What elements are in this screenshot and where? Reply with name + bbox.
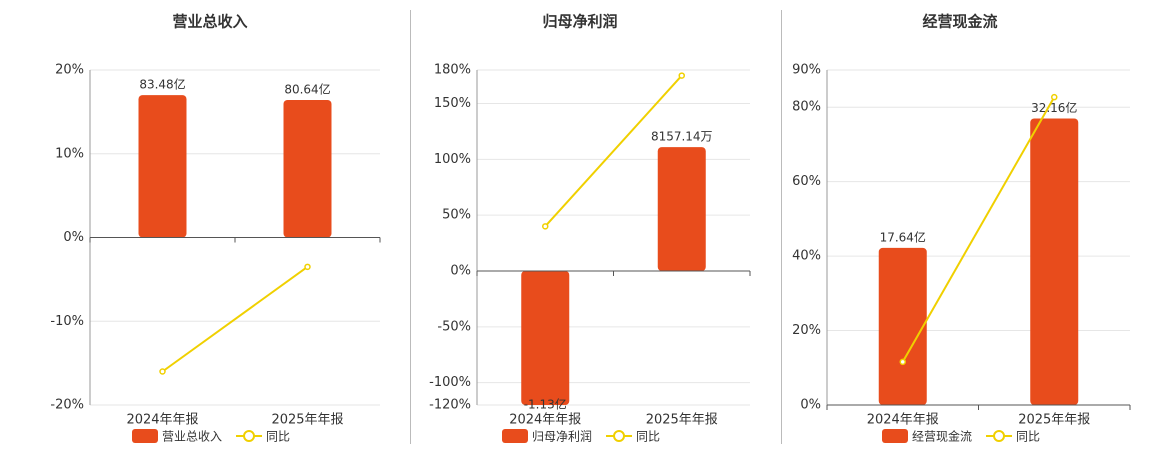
- legend-swatch: [882, 429, 908, 443]
- y-tick-label: 100%: [434, 152, 471, 167]
- x-tick-label: 2025年年报: [271, 413, 343, 428]
- value-label: 83.48亿: [139, 77, 185, 92]
- y-tick-label: -100%: [429, 375, 471, 390]
- x-tick-label: 2025年年报: [1018, 413, 1090, 428]
- y-tick-label: 50%: [442, 208, 471, 223]
- legend-label: 同比: [636, 430, 660, 444]
- y-tick-label: -20%: [50, 398, 84, 413]
- chart-title: 经营现金流: [922, 13, 997, 31]
- y-tick-label: -50%: [437, 319, 471, 334]
- line-point: [1051, 93, 1058, 101]
- legend-swatch: [132, 429, 158, 443]
- y-tick-label: 0%: [450, 264, 471, 279]
- y-tick-label: 20%: [55, 63, 84, 78]
- y-tick-label: 180%: [434, 63, 471, 78]
- legend-label: 经营现金流: [912, 429, 972, 444]
- y-tick-label: 90%: [792, 63, 821, 78]
- bar: [283, 99, 332, 238]
- value-label: 8157.14万: [651, 130, 713, 144]
- value-label: 17.64亿: [880, 229, 926, 244]
- line: [544, 74, 683, 228]
- y-tick-label: 60%: [792, 174, 821, 189]
- x-tick-label: 2025年年报: [646, 413, 718, 428]
- legend-swatch: [243, 430, 256, 442]
- chart-title: 营业总收入: [172, 13, 247, 31]
- bar: [878, 247, 927, 405]
- line: [901, 96, 1056, 363]
- bar: [657, 147, 706, 271]
- y-tick-label: 150%: [434, 96, 471, 111]
- y-tick-label: -10%: [50, 314, 84, 329]
- x-tick-label: 2024年年报: [509, 413, 581, 428]
- legend-label: 营业总收入: [162, 430, 222, 444]
- legend-swatch: [502, 429, 528, 443]
- y-tick-label: 20%: [792, 323, 821, 338]
- y-tick-label: -120%: [429, 398, 471, 413]
- y-tick-label: 0%: [800, 398, 821, 413]
- x-tick-label: 2024年年报: [867, 413, 939, 428]
- value-label: 32.16亿: [1031, 100, 1077, 115]
- legend-label: 同比: [1016, 430, 1040, 444]
- bar: [1030, 118, 1079, 406]
- line-point: [678, 72, 685, 79]
- x-tick-label: 2024年年报: [126, 413, 198, 428]
- legend-label: 同比: [266, 430, 290, 444]
- line: [161, 266, 309, 373]
- bar: [521, 271, 570, 405]
- y-tick-label: 40%: [792, 249, 821, 264]
- line-point: [159, 368, 166, 375]
- line-point: [542, 223, 549, 230]
- value-label: 80.64亿: [284, 81, 330, 96]
- y-tick-label: 0%: [63, 230, 84, 245]
- legend-swatch: [613, 430, 626, 442]
- legend-swatch: [993, 430, 1006, 442]
- value-label: -1.13亿: [524, 397, 567, 412]
- y-tick-label: 10%: [55, 146, 84, 161]
- line-point: [899, 358, 906, 366]
- chart-title: 归母净利润: [542, 13, 617, 31]
- legend-label: 归母净利润: [532, 430, 592, 444]
- y-tick-label: 80%: [792, 100, 821, 115]
- bar: [138, 95, 187, 238]
- line-point: [304, 263, 311, 271]
